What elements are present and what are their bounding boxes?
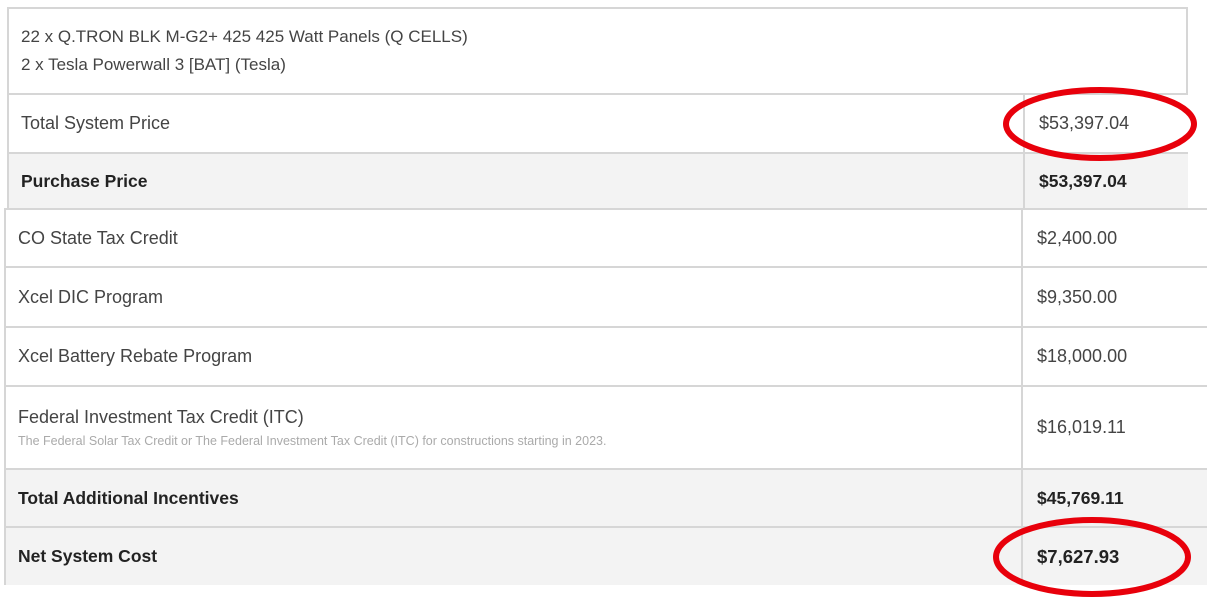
incentive-value: $18,000.00	[1021, 328, 1207, 385]
incentive-value: $2,400.00	[1021, 210, 1207, 266]
incentive-value: $9,350.00	[1021, 268, 1207, 326]
total-incentives-value: $45,769.11	[1021, 470, 1207, 526]
incentive-value: $16,019.11	[1021, 387, 1207, 468]
incentive-row: Xcel DIC Program $9,350.00	[4, 266, 1207, 326]
net-system-cost-row: Net System Cost $7,627.93	[4, 526, 1207, 585]
system-items-row: 22 x Q.TRON BLK M-G2+ 425 425 Watt Panel…	[7, 7, 1188, 93]
battery-item: 2 x Tesla Powerwall 3 [BAT] (Tesla)	[21, 55, 286, 74]
incentive-row: Federal Investment Tax Credit (ITC) The …	[4, 385, 1207, 468]
panel-item: 22 x Q.TRON BLK M-G2+ 425 425 Watt Panel…	[21, 27, 468, 46]
purchase-price-label: Purchase Price	[21, 170, 148, 191]
incentive-label: CO State Tax Credit	[18, 227, 178, 248]
purchase-price-value: $53,397.04	[1023, 154, 1188, 208]
net-system-cost-label: Net System Cost	[18, 546, 158, 566]
incentive-label: Federal Investment Tax Credit (ITC)	[18, 407, 304, 427]
incentive-label: Xcel DIC Program	[18, 286, 164, 307]
incentive-row: CO State Tax Credit $2,400.00	[4, 208, 1207, 266]
total-system-price-row: Total System Price $53,397.04	[7, 93, 1188, 152]
incentive-label: Xcel Battery Rebate Program	[18, 346, 253, 366]
total-system-price-label: Total System Price	[21, 113, 171, 133]
purchase-price-row: Purchase Price $53,397.04	[7, 152, 1188, 208]
incentive-row: Xcel Battery Rebate Program $18,000.00	[4, 326, 1207, 385]
total-incentives-label: Total Additional Incentives	[18, 487, 239, 508]
total-incentives-row: Total Additional Incentives $45,769.11	[4, 468, 1207, 526]
incentive-description: The Federal Solar Tax Credit or The Fede…	[18, 434, 607, 448]
net-system-cost-value: $7,627.93	[1021, 528, 1207, 585]
total-system-price-value: $53,397.04	[1023, 95, 1188, 152]
